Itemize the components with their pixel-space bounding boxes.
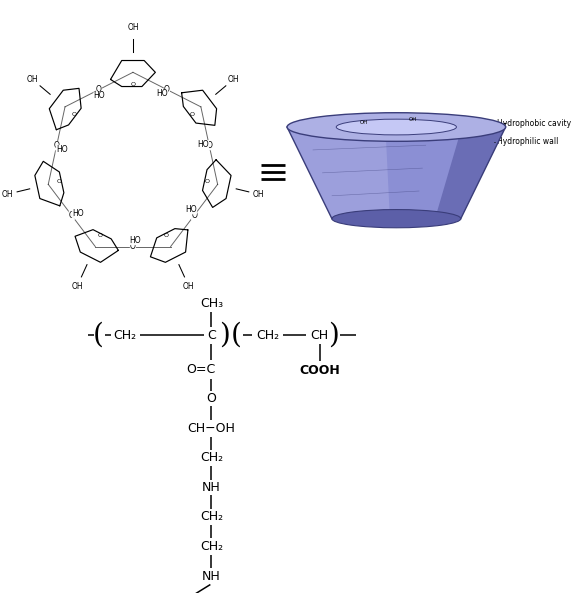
- Text: O: O: [71, 112, 76, 116]
- Text: CH₂: CH₂: [200, 540, 223, 553]
- Text: COOH: COOH: [299, 364, 340, 377]
- Text: CH₂: CH₂: [113, 329, 136, 342]
- Text: O: O: [54, 141, 60, 150]
- Text: ): ): [219, 322, 230, 349]
- Text: CH₂: CH₂: [256, 329, 279, 342]
- Ellipse shape: [336, 119, 456, 135]
- Text: CH₂: CH₂: [200, 451, 223, 465]
- Polygon shape: [435, 127, 506, 219]
- Text: OH: OH: [183, 282, 195, 291]
- Text: O: O: [206, 141, 212, 150]
- Text: O: O: [57, 179, 62, 184]
- Text: (: (: [231, 322, 242, 349]
- Polygon shape: [287, 127, 390, 219]
- Text: O: O: [204, 179, 209, 184]
- Text: CH₃: CH₃: [200, 297, 223, 310]
- Text: CH₂: CH₂: [200, 510, 223, 523]
- Text: Hydrophilic wall: Hydrophilic wall: [497, 137, 558, 146]
- Ellipse shape: [287, 113, 506, 141]
- Text: O: O: [190, 112, 195, 116]
- Text: C: C: [207, 329, 216, 342]
- Text: O: O: [163, 233, 168, 238]
- Text: O: O: [206, 392, 216, 405]
- Text: O: O: [98, 233, 103, 238]
- Text: O: O: [69, 211, 74, 220]
- Text: (: (: [93, 322, 104, 349]
- Text: OH: OH: [127, 24, 139, 33]
- Text: O: O: [130, 242, 136, 251]
- Text: O=C: O=C: [187, 362, 216, 375]
- Text: HO: HO: [156, 89, 168, 99]
- Text: O: O: [131, 81, 135, 87]
- Text: NH: NH: [202, 481, 221, 494]
- Text: HO: HO: [130, 236, 141, 245]
- Text: HO: HO: [197, 140, 209, 149]
- Text: HO: HO: [94, 91, 105, 100]
- Text: OH: OH: [71, 282, 83, 291]
- Text: Hydrophobic cavity: Hydrophobic cavity: [497, 119, 571, 128]
- Text: NH: NH: [202, 570, 221, 583]
- Text: HO: HO: [71, 209, 83, 218]
- Text: OH: OH: [228, 75, 240, 84]
- Text: ): ): [328, 322, 339, 349]
- Text: CH−OH: CH−OH: [188, 422, 236, 435]
- Text: OH: OH: [359, 120, 368, 125]
- Polygon shape: [287, 127, 506, 219]
- Text: OH: OH: [408, 117, 417, 122]
- Text: OH: OH: [253, 189, 264, 199]
- Text: CH: CH: [311, 329, 329, 342]
- Ellipse shape: [332, 210, 461, 228]
- Text: OH: OH: [26, 75, 38, 84]
- Text: HO: HO: [185, 206, 197, 214]
- Text: O: O: [96, 85, 102, 94]
- Text: OH: OH: [2, 189, 13, 199]
- Text: O: O: [191, 211, 197, 220]
- Text: HO: HO: [56, 145, 67, 154]
- Text: O: O: [164, 85, 170, 94]
